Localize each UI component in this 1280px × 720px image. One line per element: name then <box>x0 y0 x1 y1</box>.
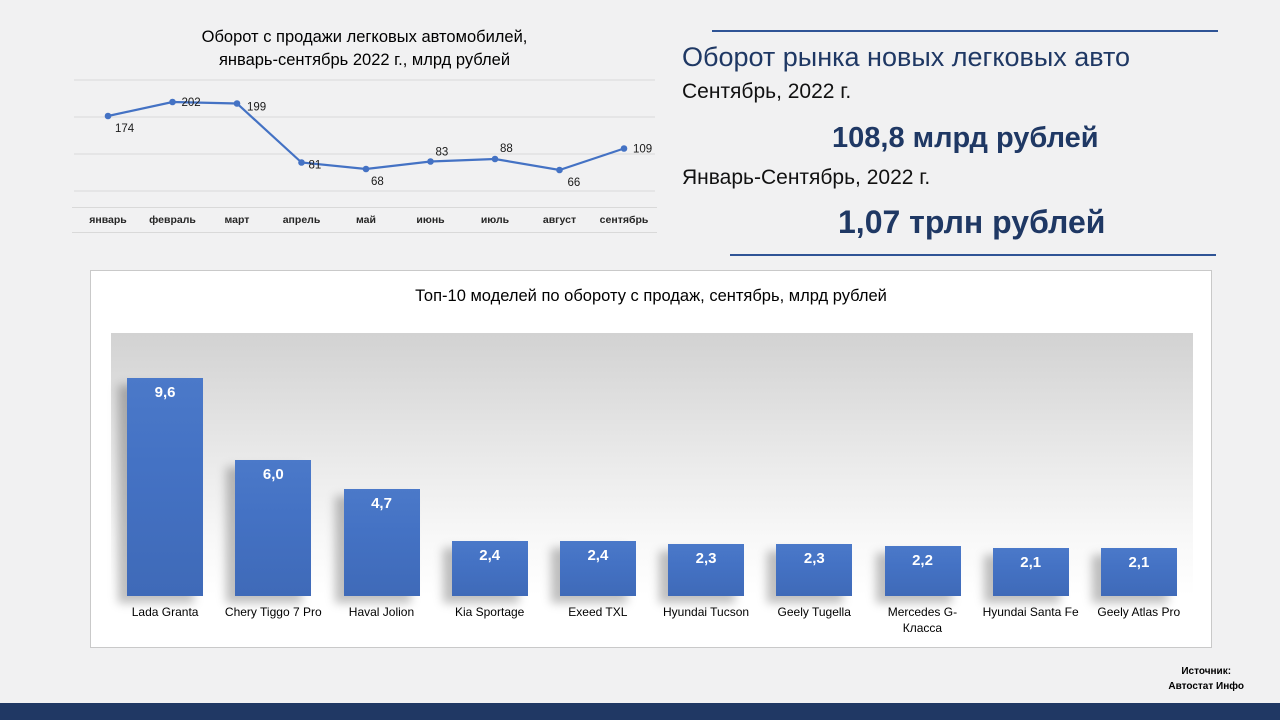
x-tick-label: июль <box>480 214 510 227</box>
bar-value-label: 2,4 <box>587 547 609 564</box>
bar-category-label: Lada Granta <box>131 605 199 619</box>
data-point <box>427 158 434 165</box>
jan-sep-turnover-value: 1,07 трлн рублей <box>838 204 1106 240</box>
bar: 2,3 <box>776 544 853 596</box>
data-point <box>491 155 499 163</box>
data-point <box>169 98 176 106</box>
line-chart-plot: 174 202 199 81 68 83 88 66 109 <box>74 79 655 192</box>
bar: 2,4 <box>559 541 636 596</box>
bar-value-label: 2,2 <box>912 552 933 569</box>
x-tick-label: январь <box>89 214 127 227</box>
bar-category-label: Geely Tugella <box>777 605 851 619</box>
bar: 2,2 <box>884 546 961 596</box>
line-chart-x-axis: январь февраль март апрель май июнь июль август… <box>72 207 657 234</box>
x-tick-label: август <box>542 214 577 227</box>
bar-value-label: 2,1 <box>1128 554 1150 571</box>
bar-value-label: 2,1 <box>1020 554 1042 571</box>
data-label: 83 <box>436 147 449 159</box>
bar-value-label: 2,3 <box>803 550 825 567</box>
bar-category-label: Mercedes G-Класса <box>887 605 958 635</box>
summary-title: Оборот рынка новых легковых авто <box>682 42 1131 72</box>
bar-category-label: Exeed TXL <box>568 605 628 619</box>
data-label: 199 <box>247 102 266 114</box>
bottom-divider <box>730 254 1216 256</box>
bar: 6,0 <box>235 460 312 596</box>
x-tick-label: июнь <box>416 214 445 227</box>
bar-category-label: Geely Atlas Pro <box>1097 605 1181 619</box>
data-label: 109 <box>633 144 652 156</box>
x-tick-label: февраль <box>149 214 196 227</box>
bar-category-label: Hyundai Tucson <box>663 605 750 619</box>
data-label: 81 <box>309 160 322 172</box>
bar: 4,7 <box>343 489 420 596</box>
bar: 2,1 <box>992 548 1069 596</box>
bar-value-label: 2,4 <box>479 547 501 564</box>
top-divider <box>712 30 1218 32</box>
footer-bar <box>0 703 1280 720</box>
bar-category-label: Chery Tiggo 7 Pro <box>224 605 322 619</box>
bar: 9,6 <box>127 378 204 596</box>
data-label: 68 <box>371 176 384 188</box>
bar-category-label: Hyundai Santa Fe <box>982 605 1079 619</box>
bar-category-label: Kia Sportage <box>454 605 525 619</box>
data-label: 88 <box>500 143 513 155</box>
bar-value-label: 6,0 <box>262 466 284 483</box>
bar-value-label: 4,7 <box>371 495 392 512</box>
bar-chart-plot: 9,6 6,0 4,7 2,4 2,4 2,3 2,3 2,2 2,1 2,1 <box>111 333 1193 596</box>
bar: 2,3 <box>668 544 745 596</box>
source-label: Источник: <box>1181 666 1232 677</box>
x-tick-label: сентябрь <box>599 214 649 227</box>
x-tick-label: март <box>224 214 250 227</box>
data-label: 174 <box>115 123 135 135</box>
data-point <box>620 145 628 152</box>
line-chart-title: Оборот с продажи легковых автомобилей, я… <box>72 26 657 72</box>
september-period-label: Сентябрь, 2022 г. <box>682 80 852 103</box>
bar-chart-title: Топ-10 моделей по обороту с продаж, сент… <box>415 287 887 305</box>
line-series <box>107 101 625 172</box>
bar-chart-panel: Топ-10 моделей по обороту с продаж, сент… <box>90 270 1212 648</box>
bar: 2,4 <box>451 541 528 596</box>
data-label: 202 <box>182 97 201 109</box>
source-name: Автостат Инфо <box>1168 681 1244 692</box>
line-chart-title-line1: Оборот с продажи легковых автомобилей, <box>201 28 528 46</box>
data-point <box>104 112 112 120</box>
summary-panel: Оборот рынка новых легковых авто Сентябр… <box>680 0 1220 262</box>
bar-category-label: Haval Jolion <box>348 605 415 619</box>
bar: 2,1 <box>1100 548 1177 596</box>
line-chart-title-line2: январь-сентябрь 2022 г., млрд рублей <box>218 51 511 70</box>
bar-value-label: 2,3 <box>695 550 717 567</box>
bar-chart-x-axis: Lada Granta Chery Tiggo 7 Pro Haval Jolion… <box>111 602 1193 636</box>
data-label: 66 <box>568 177 581 189</box>
bar-value-label: 9,6 <box>154 384 176 401</box>
data-point <box>556 166 563 174</box>
line-chart: Оборот с продажи легковых автомобилей, я… <box>72 26 657 234</box>
x-tick-label: апрель <box>282 214 321 227</box>
source-note: Источник: Автостат Инфо <box>1168 664 1244 694</box>
data-point <box>362 165 370 173</box>
x-tick-label: май <box>356 214 376 227</box>
jan-sep-period-label: Январь-Сентябрь, 2022 г. <box>682 166 931 189</box>
september-turnover-value: 108,8 млрд рублей <box>832 122 1099 154</box>
data-point <box>298 159 305 166</box>
data-point <box>233 100 241 107</box>
